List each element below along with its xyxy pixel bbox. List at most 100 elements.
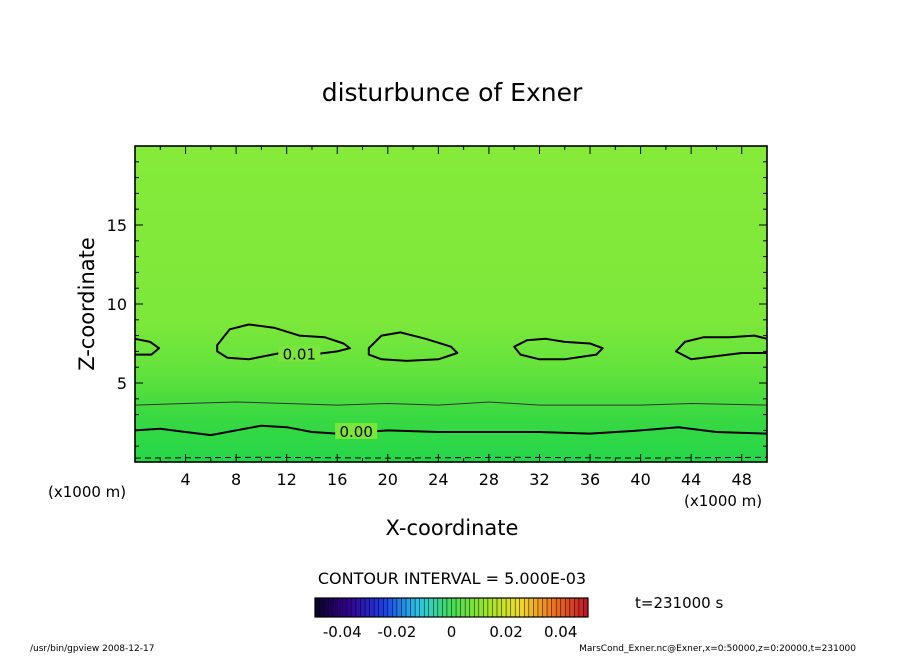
colorbar-cell (360, 598, 366, 617)
colorbar-cell (374, 598, 380, 617)
x-tick-label: 20 (378, 470, 398, 489)
contour-labels: 0.01 0.00 (278, 345, 378, 441)
time-text: t=231000 s (635, 594, 723, 612)
contour-label-bg-0 (278, 345, 321, 362)
footer-left: /usr/bin/gpview 2008-12-17 (30, 644, 154, 654)
chart-title: disturbunce of Exner (322, 78, 583, 107)
x-tick-label: 8 (231, 470, 241, 489)
colorbar (314, 598, 589, 617)
colorbar-cell (569, 598, 575, 617)
x-tick-label: 48 (732, 470, 752, 489)
colorbar-cell (460, 598, 466, 617)
x-tick-label: 32 (529, 470, 549, 489)
colorbar-cell (533, 598, 539, 617)
colorbar-tick-label: 0.02 (489, 623, 522, 641)
colorbar-cell (474, 598, 480, 617)
colorbar-cell (383, 598, 389, 617)
colorbar-cell (324, 598, 330, 617)
contour-label-1: 0.00 (339, 423, 372, 441)
colorbar-cell (456, 598, 461, 617)
plot-field (135, 146, 767, 462)
x-unit-right: (x1000 m) (684, 492, 762, 510)
contour-line-6 (513, 337, 604, 361)
colorbar-cell (501, 598, 507, 617)
y-axis-label: Z-coordinate (75, 237, 99, 371)
x-tick-label: 4 (180, 470, 190, 489)
x-tick-label: 24 (428, 470, 448, 489)
colorbar-cell (551, 598, 557, 617)
colorbar-cell (387, 598, 393, 617)
contour-line-5 (367, 331, 459, 362)
colorbar-cell (537, 598, 543, 617)
y-tick-label: 5 (117, 374, 127, 393)
colorbar-cell (542, 598, 548, 617)
colorbar-tick-label: 0 (447, 623, 457, 641)
x-tick-label: 40 (630, 470, 650, 489)
colorbar-cell (392, 598, 398, 617)
colorbar-tick-label: -0.04 (323, 623, 362, 641)
x-tick-label: 44 (681, 470, 701, 489)
colorbar-cell (333, 598, 339, 617)
colorbar-tick-labels: -0.04 -0.02 0 0.02 0.04 (323, 623, 578, 641)
colorbar-cell (565, 598, 571, 617)
colorbar-cell (446, 598, 452, 617)
colorbar-cell (560, 598, 566, 617)
y-tick-label: 10 (107, 295, 127, 314)
colorbar-cell (378, 598, 384, 617)
colorbar-cell (574, 598, 580, 617)
colorbar-cell (337, 598, 343, 617)
colorbar-cell (478, 598, 484, 617)
colorbar-cell (351, 598, 357, 617)
colorbar-cell (487, 598, 493, 617)
colorbar-cell (433, 598, 439, 617)
contour-label-0: 0.01 (283, 346, 316, 364)
colorbar-cell (424, 598, 430, 617)
contour-line-1 (134, 401, 768, 406)
colorbar-cell (342, 598, 348, 617)
x-tick-label: 16 (327, 470, 347, 489)
colorbar-cell (528, 598, 534, 617)
colorbar-cell (346, 598, 352, 617)
colorbar-cell (547, 598, 552, 617)
colorbar-cell (355, 598, 361, 617)
x-tick-labels: 4 8 12 16 20 24 28 32 36 40 44 48 (180, 470, 751, 489)
colorbar-cell (556, 598, 562, 617)
colorbar-cell (419, 598, 425, 617)
colorbar-cell (483, 598, 489, 617)
footer-right: MarsCond_Exner.nc@Exner,x=0:50000,z=0:20… (579, 644, 856, 654)
colorbar-cell (328, 598, 334, 617)
colorbar-cell (396, 598, 402, 617)
colorbar-cell (428, 598, 434, 617)
colorbar-cell (515, 598, 521, 617)
colorbar-cell (437, 598, 443, 617)
colorbar-cell (410, 598, 416, 617)
colorbar-cell (469, 598, 475, 617)
colorbar-cell (583, 598, 589, 617)
colorbar-cell (506, 598, 512, 617)
colorbar-cell (492, 598, 498, 617)
contour-interval-text: CONTOUR INTERVAL = 5.000E-03 (318, 569, 586, 588)
x-axis-label: X-coordinate (386, 516, 519, 540)
colorbar-cell (365, 598, 370, 617)
colorbar-tick-label: 0.04 (544, 623, 577, 641)
contour-line-3 (134, 337, 160, 356)
x-unit-left: (x1000 m) (48, 483, 126, 501)
colorbar-cell (497, 598, 502, 617)
colorbar-cell (369, 598, 375, 617)
y-tick-label: 15 (107, 216, 127, 235)
colorbar-cell (524, 598, 530, 617)
colorbar-cell (442, 598, 448, 617)
colorbar-cell (401, 598, 407, 617)
y-tick-labels: 5 10 15 (107, 216, 127, 393)
colorbar-cell (319, 598, 325, 617)
colorbar-cell (519, 598, 525, 617)
colorbar-cell (578, 598, 584, 617)
colorbar-cell (315, 598, 320, 617)
colorbar-cell (510, 598, 516, 617)
colorbar-cell (465, 598, 471, 617)
contour-line-2 (134, 456, 768, 459)
contour-line-4 (216, 323, 351, 361)
colorbar-cell (406, 598, 411, 617)
x-tick-label: 12 (277, 470, 297, 489)
